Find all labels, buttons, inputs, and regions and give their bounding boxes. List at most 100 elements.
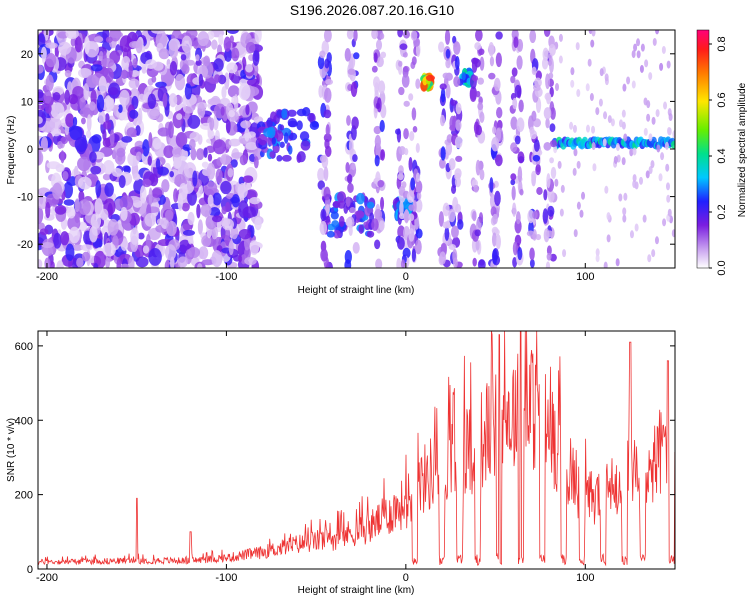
- spectrogram-cell: [317, 167, 325, 182]
- spectrogram-cell: [279, 141, 285, 148]
- spectrogram-cell: [245, 64, 253, 73]
- spectrogram-cell: [181, 35, 193, 53]
- spectrogram-cell: [50, 102, 65, 119]
- spectrogram-cell: [202, 62, 207, 79]
- spectrogram-cell: [650, 160, 655, 169]
- spectrogram-cell: [54, 204, 67, 215]
- spectrogram-cell: [398, 212, 406, 220]
- colorbar-tick-label: 0.8: [716, 36, 728, 51]
- spectrogram-cell: [554, 178, 559, 187]
- spectrogram-cell: [493, 77, 501, 92]
- spectrogram-cell: [398, 146, 406, 156]
- spectrogram-cell: [102, 137, 112, 148]
- spectrogram-cell: [542, 47, 549, 62]
- spectrogram-cell: [550, 166, 557, 179]
- spectrogram-cell: [89, 151, 97, 163]
- spectrogram-cell: [173, 188, 179, 203]
- spectrogram-cell: [442, 221, 450, 229]
- spectrogram-cell: [652, 37, 657, 46]
- spectrogram-cell: [176, 113, 183, 120]
- spectrogram-cell: [576, 89, 581, 98]
- spectrogram-cell: [80, 244, 93, 251]
- spectrogram-cell: [242, 175, 254, 183]
- spectrogram-cell: [102, 129, 107, 141]
- spectrogram-cell: [415, 172, 421, 183]
- spectrogram-cell: [474, 42, 482, 51]
- y-tick-label: 600: [15, 341, 33, 353]
- spectrogram-cell: [398, 60, 403, 67]
- spectrogram-cell: [254, 30, 262, 43]
- spectrogram-cell: [168, 93, 178, 108]
- spectrogram-cell: [591, 30, 596, 37]
- spectrogram-cell: [560, 184, 565, 193]
- spectrogram-cell: [173, 154, 182, 169]
- spectrogram-cell: [590, 39, 595, 48]
- spectrogram-cell: [281, 154, 292, 162]
- spectrogram-cell: [287, 117, 297, 128]
- spectrogram-cell: [201, 259, 215, 266]
- spectrogram-cell: [572, 124, 577, 133]
- spectrogram-cell: [211, 39, 218, 50]
- spectrogram-cell: [182, 229, 195, 236]
- spectrogram-cell: [380, 103, 387, 119]
- spectrogram-cell: [239, 154, 248, 166]
- spectrogram-cell: [68, 93, 79, 105]
- spectrogram-cell: [320, 248, 328, 262]
- y-tick-label: -10: [17, 192, 33, 204]
- spectrogram-cell: [644, 59, 649, 68]
- colorbar-tick-label: 0.4: [716, 148, 728, 163]
- spectrogram-cell: [245, 104, 250, 116]
- spectrogram-cell: [651, 116, 656, 125]
- spectrogram-cell: [123, 165, 131, 174]
- spectrogram-cell: [346, 30, 354, 40]
- spectrogram-cell: [545, 117, 550, 129]
- spectrogram-cell: [451, 184, 457, 194]
- spectrogram-cell: [489, 56, 495, 67]
- spectrogram-cell: [325, 204, 330, 214]
- spectrogram-cell: [91, 134, 102, 144]
- spectrogram-cell: [220, 106, 225, 116]
- spectrogram-cell: [615, 258, 620, 267]
- colorbar-label: Normalized spectral amplitude: [737, 82, 748, 217]
- spectrogram-cell: [90, 165, 102, 175]
- spectrogram-cell: [116, 258, 122, 268]
- spectrogram-cell: [135, 151, 142, 161]
- spectrogram-cell: [666, 60, 671, 69]
- spectrogram-cell: [570, 67, 575, 76]
- spectrogram-cell: [226, 62, 238, 74]
- spectrogram-cell: [457, 219, 464, 230]
- spectrogram-cell: [209, 207, 221, 217]
- spectrogram-cell: [353, 52, 360, 60]
- spectrogram-cell: [488, 42, 495, 57]
- spectrogram-cell: [399, 43, 408, 51]
- spectrogram-cell: [533, 83, 541, 92]
- spectrogram-cell: [168, 40, 179, 59]
- spectrogram-cell: [344, 259, 352, 268]
- spectrogram-cell: [231, 95, 238, 105]
- x-tick-label: 0: [403, 271, 409, 283]
- spectrogram-cell: [344, 48, 351, 62]
- spectrogram-cell: [89, 226, 98, 243]
- spectrogram-cell: [38, 206, 44, 224]
- spectrogram-cell: [206, 162, 216, 180]
- spectrogram-cell: [227, 167, 234, 178]
- spectrogram-cell: [63, 199, 75, 206]
- spectrogram-cell: [246, 78, 260, 87]
- spectrogram-cell: [638, 176, 643, 185]
- spectrogram-cell: [371, 30, 379, 40]
- spectrogram-cell: [439, 114, 446, 127]
- spectrogram-cell: [53, 232, 62, 249]
- spectrogram-cell: [510, 75, 516, 84]
- spectrogram-cell: [225, 201, 231, 213]
- spectrogram-cell: [629, 230, 634, 239]
- spectrogram-cell: [168, 121, 174, 139]
- spectrogram-cell: [545, 73, 551, 90]
- spectrogram-cell: [542, 208, 549, 224]
- spectrogram-cell: [319, 154, 327, 163]
- colorbar-tick-label: 0.0: [716, 260, 728, 275]
- spectrogram-cell: [40, 46, 47, 61]
- spectrogram-cell: [283, 132, 289, 144]
- spectrogram-cell: [288, 132, 298, 141]
- spectrogram-cell: [452, 248, 458, 263]
- spectrogram-cell: [336, 191, 347, 203]
